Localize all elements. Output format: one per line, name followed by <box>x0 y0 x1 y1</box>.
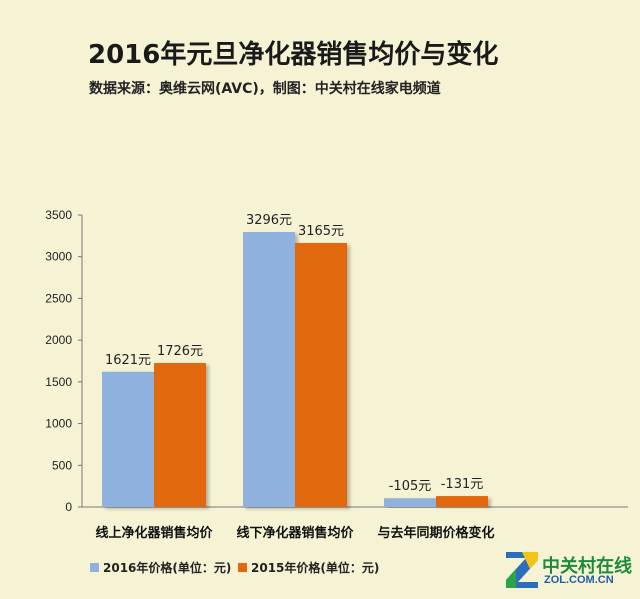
bar-2015-0 <box>154 363 206 507</box>
y-tick-label: 3500 <box>45 208 72 222</box>
y-tick-label: 2000 <box>45 333 72 347</box>
bar-2016-2 <box>384 498 436 507</box>
zol-logo-icon <box>506 552 538 588</box>
data-label: 3296元 <box>246 213 292 228</box>
bar-2016-0 <box>102 371 154 507</box>
legend: 2016年价格(单位：元) 2015年价格(单位：元) <box>90 560 379 575</box>
legend-label: 2016年价格(单位：元) <box>103 560 231 575</box>
category-label: 线上净化器销售均价 <box>95 525 213 541</box>
chart-subtitle: 数据来源：奥维云网(AVC)，制图：中关村在线家电频道 <box>89 81 441 97</box>
data-label: -105元 <box>389 479 432 494</box>
y-tick-label: 1000 <box>45 417 72 431</box>
bar-2015-2 <box>436 496 488 507</box>
bar-2015-1 <box>295 242 347 507</box>
zol-logo: 中关村在线 ZOL.COM.CN <box>500 548 640 592</box>
data-label: 1726元 <box>157 344 203 359</box>
data-label: 3165元 <box>298 224 344 239</box>
y-tick-label: 3000 <box>45 250 72 264</box>
chart-title: 2016年元旦净化器销售均价与变化 <box>88 40 499 70</box>
logo-sub-text: ZOL.COM.CN <box>544 574 614 586</box>
y-tick-label: 1500 <box>45 375 72 389</box>
category-label: 与去年同期价格变化 <box>377 525 494 541</box>
legend-swatch <box>90 563 99 572</box>
data-label: -131元 <box>441 477 484 492</box>
logo-main-text: 中关村在线 <box>542 556 632 577</box>
y-tick-label: 0 <box>65 500 72 514</box>
axis-layer: 0 500 1000 1500 2000 2500 3000 3500 <box>45 208 628 514</box>
legend-label: 2015年价格(单位：元) <box>251 560 379 575</box>
y-tick-label: 500 <box>52 458 72 472</box>
category-label: 线下净化器销售均价 <box>236 525 354 541</box>
data-label: 1621元 <box>105 353 151 368</box>
bars-layer <box>102 232 488 508</box>
y-tick-label: 2500 <box>45 291 72 305</box>
bar-2016-1 <box>243 232 295 508</box>
legend-swatch <box>238 563 247 572</box>
